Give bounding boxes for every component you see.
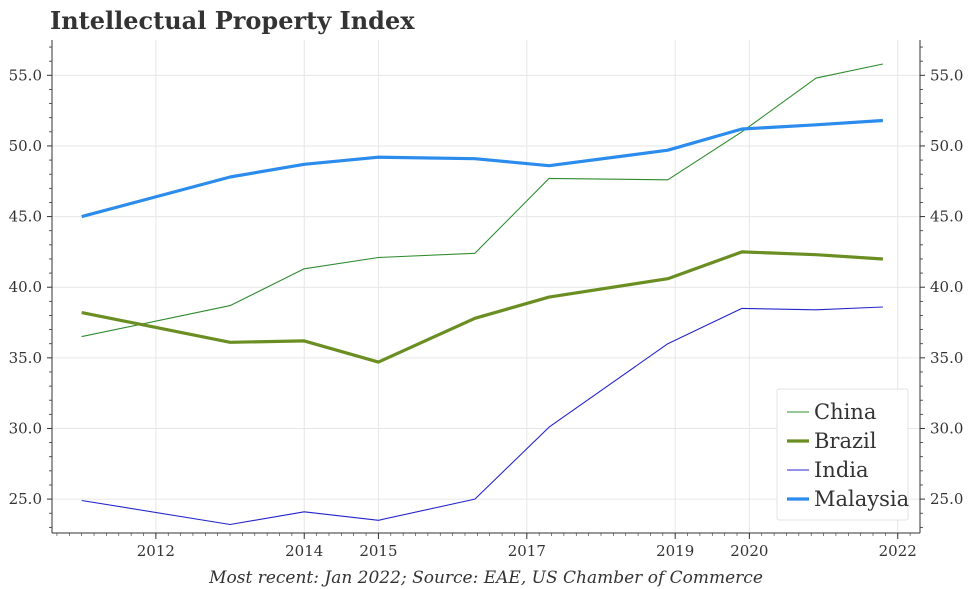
gridlines <box>52 40 920 533</box>
y-tick-label-right: 25.0 <box>930 490 963 508</box>
y-tick-label-left: 55.0 <box>9 66 42 84</box>
y-tick-label-right: 30.0 <box>930 419 963 437</box>
series-line-india <box>81 306 883 526</box>
y-tick-label-right: 45.0 <box>930 208 963 226</box>
x-tick-label: 2017 <box>508 542 546 560</box>
y-tick-label-left: 40.0 <box>9 278 42 296</box>
legend-box <box>776 388 909 521</box>
x-tick-label: 2022 <box>879 542 917 560</box>
series-line-china <box>81 63 884 338</box>
y-tick-label-left: 35.0 <box>9 349 42 367</box>
series-lines <box>81 63 884 526</box>
y-tick-label-left: 45.0 <box>9 208 42 226</box>
x-tick-label: 2019 <box>656 542 694 560</box>
x-tick-label: 2014 <box>285 542 323 560</box>
legend-label-china: China <box>814 400 876 424</box>
series-line-brazil <box>81 250 884 364</box>
legend: China Brazil India Malaysia <box>776 388 909 521</box>
legend-label-brazil: Brazil <box>814 429 877 453</box>
series-line-malaysia <box>81 118 884 219</box>
source-note: Most recent: Jan 2022; Source: EAE, US C… <box>208 568 763 588</box>
y-tick-label-right: 55.0 <box>930 66 963 84</box>
y-tick-label-right: 35.0 <box>930 349 963 367</box>
x-tick-label: 2012 <box>137 542 175 560</box>
legend-label-malaysia: Malaysia <box>814 487 909 511</box>
y-tick-label-left: 30.0 <box>9 419 42 437</box>
y-tick-label-right: 50.0 <box>930 137 963 155</box>
y-tick-label-left: 25.0 <box>9 490 42 508</box>
y-tick-label-right: 40.0 <box>930 278 963 296</box>
x-tick-label: 2020 <box>730 542 768 560</box>
axes: 25.0 25.0 30.0 30.0 35.0 35.0 40.0 40.0 45.0 45.0… <box>9 40 963 560</box>
legend-label-india: India <box>814 458 869 482</box>
chart-title: Intellectual Property Index <box>50 6 415 35</box>
y-tick-label-left: 50.0 <box>9 137 42 155</box>
x-tick-label: 2015 <box>359 542 397 560</box>
